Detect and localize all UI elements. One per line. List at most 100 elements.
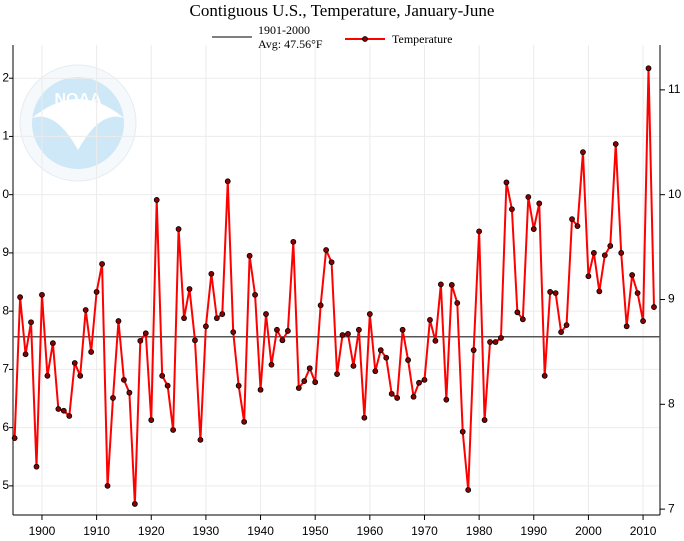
data-point	[224, 178, 231, 185]
data-point	[235, 382, 242, 389]
data-point	[574, 223, 581, 230]
data-point	[306, 365, 313, 372]
data-point	[93, 289, 100, 295]
x-tick-label: 1950	[302, 524, 329, 538]
y-tick-label: 6	[2, 420, 9, 434]
x-tick-label: 1920	[138, 524, 165, 538]
x-tick-label: 1900	[29, 524, 56, 538]
series-line	[13, 67, 655, 505]
data-point	[601, 252, 608, 259]
y2-tick-label: 8	[668, 396, 675, 410]
data-point	[432, 337, 439, 344]
data-point	[186, 286, 193, 292]
data-point	[612, 141, 619, 147]
data-point	[629, 272, 636, 278]
data-point	[55, 406, 62, 412]
data-point	[148, 417, 155, 423]
legend-label: 1901-2000	[258, 23, 310, 37]
data-point	[405, 357, 411, 363]
data-point	[607, 243, 614, 249]
y-tick-label: 0	[2, 187, 9, 201]
data-point	[519, 316, 526, 323]
data-point	[77, 372, 84, 379]
data-point	[514, 309, 521, 316]
legend-label: Avg: 47.56°F	[258, 37, 323, 51]
data-point	[44, 372, 51, 379]
data-point	[290, 238, 297, 245]
data-point	[383, 354, 390, 361]
data-point	[596, 288, 603, 295]
data-point	[252, 291, 258, 298]
x-tick-label: 1980	[466, 524, 493, 538]
legend-marker	[362, 36, 368, 42]
data-point	[487, 339, 493, 345]
data-point	[142, 330, 149, 337]
y-tick-label: 5	[2, 478, 9, 492]
data-point	[492, 339, 499, 345]
data-point	[427, 316, 433, 323]
data-point	[470, 347, 477, 354]
data-point	[159, 372, 166, 379]
data-point	[377, 347, 384, 354]
y2-tick-label: 9	[668, 292, 675, 306]
data-point	[356, 326, 362, 333]
y2-tick-label: 10	[668, 187, 682, 201]
x-tick-label: 1970	[411, 524, 438, 538]
x-tick-label: 2010	[630, 524, 657, 538]
data-point	[82, 307, 89, 313]
data-point	[448, 282, 455, 288]
data-point	[459, 428, 466, 435]
data-point	[99, 261, 105, 267]
data-point	[640, 318, 646, 324]
data-point	[257, 386, 264, 393]
data-point	[192, 337, 198, 344]
data-point	[279, 337, 286, 344]
data-point	[651, 304, 657, 310]
data-point	[312, 379, 319, 386]
data-point	[509, 206, 515, 213]
x-tick-label: 1960	[356, 524, 383, 538]
data-point	[175, 226, 182, 232]
data-point	[137, 337, 144, 344]
data-point	[17, 294, 24, 301]
data-point	[525, 194, 532, 200]
data-point	[230, 329, 237, 336]
y2-tick-label: 11	[668, 82, 681, 96]
data-point	[274, 326, 280, 333]
y-tick-label: 2	[2, 70, 9, 84]
data-point	[22, 351, 29, 358]
data-point	[208, 270, 215, 277]
x-tick-label: 2000	[575, 524, 602, 538]
y-tick-label: 9	[2, 245, 9, 259]
data-point	[634, 290, 641, 297]
data-point	[115, 318, 122, 324]
data-point	[246, 252, 253, 259]
data-point	[39, 291, 45, 298]
data-point	[394, 395, 401, 401]
data-point	[345, 330, 351, 337]
data-point	[121, 376, 127, 383]
data-point	[372, 368, 379, 375]
data-point	[197, 436, 204, 443]
data-point	[503, 179, 510, 186]
logo-text: NOAA	[54, 91, 102, 108]
logo: NOAA	[19, 64, 137, 182]
data-point	[552, 290, 559, 297]
data-point	[323, 247, 330, 253]
data-point	[361, 414, 368, 421]
data-point	[126, 389, 133, 396]
data-point	[590, 250, 597, 256]
data-point	[181, 315, 187, 322]
data-point	[284, 328, 291, 334]
data-point	[623, 323, 630, 330]
y-tick-label: 1	[2, 129, 9, 143]
data-point	[547, 289, 554, 295]
data-point	[295, 385, 302, 391]
y2-tick-label: 7	[668, 501, 675, 515]
data-point	[11, 435, 18, 442]
data-point	[541, 372, 548, 379]
data-point	[241, 418, 248, 425]
data-point	[350, 363, 357, 369]
data-point	[263, 311, 269, 317]
data-point	[498, 335, 504, 341]
